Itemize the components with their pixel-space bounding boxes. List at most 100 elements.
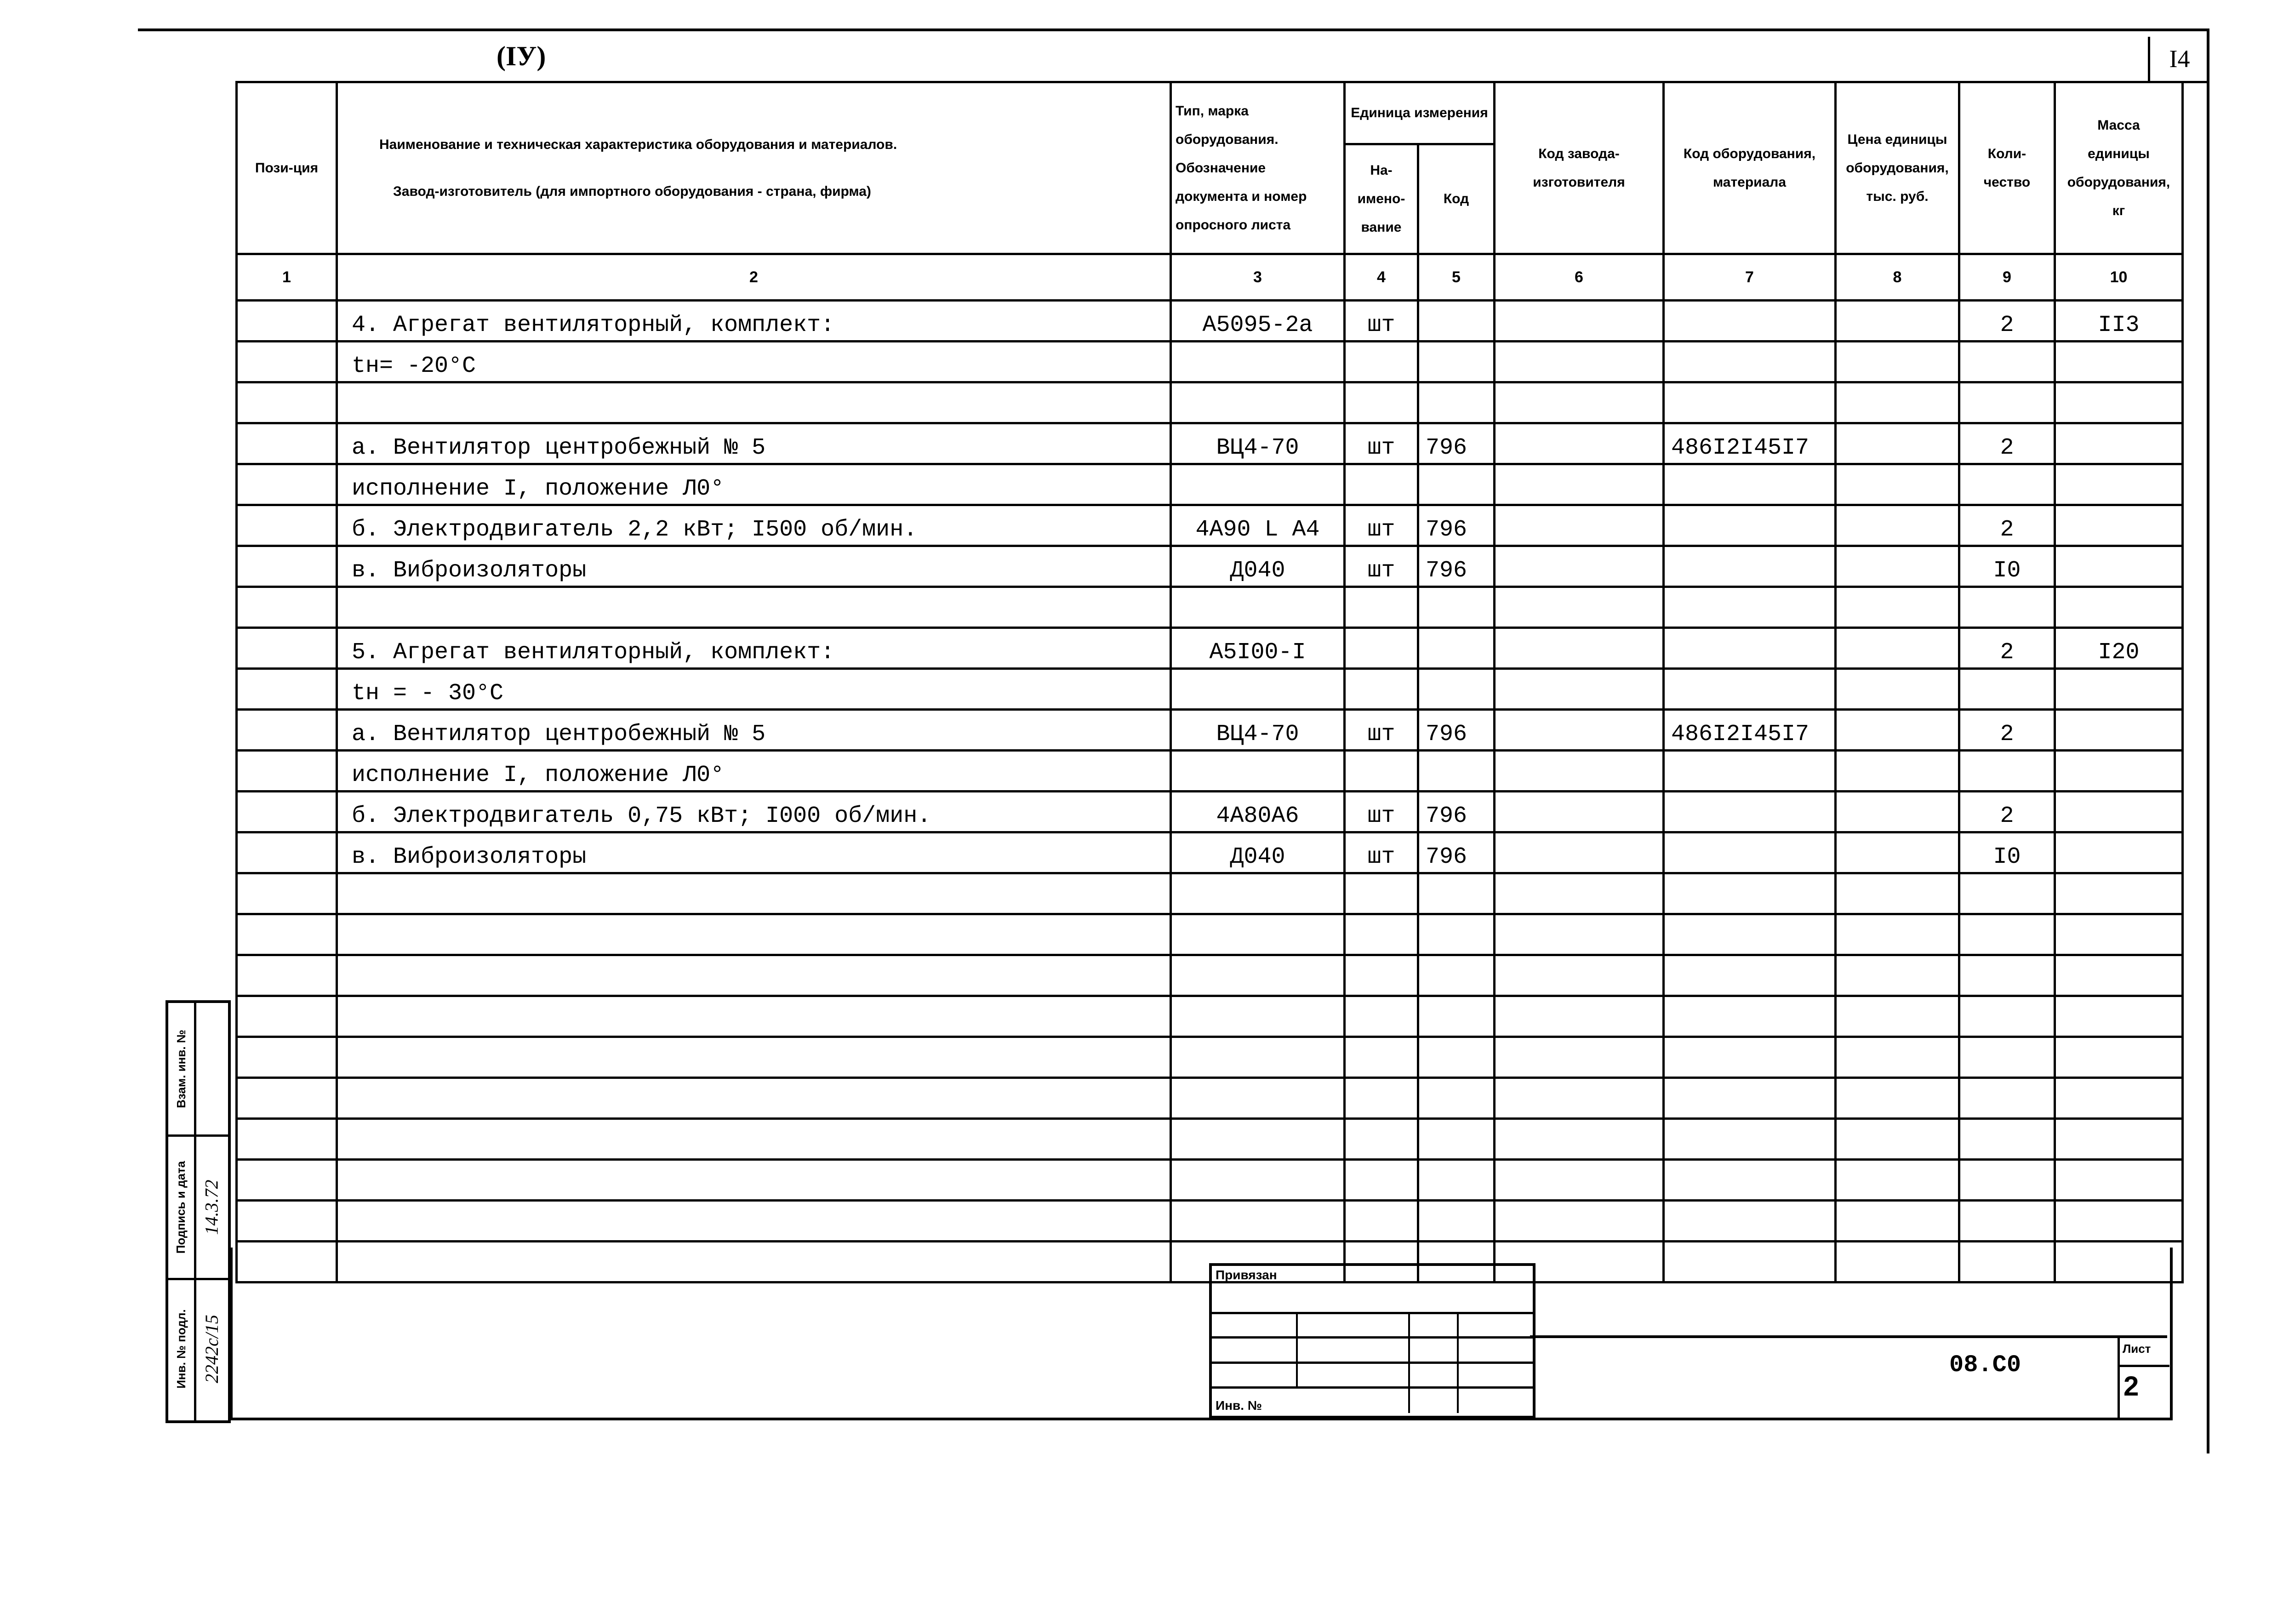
unit-code-cell: 796 — [1417, 790, 1496, 833]
table-row: исполнение I, положение Л0° — [235, 749, 2184, 792]
unit-name-cell: шт — [1343, 708, 1419, 752]
unit-code-cell — [1417, 586, 1496, 629]
table-row — [235, 1158, 2184, 1202]
price-cell — [1834, 1117, 1960, 1161]
name-cell — [336, 1240, 1172, 1283]
footer-area — [230, 1248, 2173, 1420]
mass-cell — [2054, 749, 2184, 792]
equipment-code-cell — [1662, 1158, 1837, 1202]
column-number: 6 — [1493, 253, 1665, 302]
plant-code-cell — [1493, 790, 1665, 833]
unit-code-cell — [1417, 299, 1496, 342]
table-row — [235, 1240, 2184, 1283]
table-row — [235, 586, 2184, 629]
unit-name-cell — [1343, 463, 1419, 506]
position-cell — [235, 831, 338, 874]
unit-name-cell — [1343, 749, 1419, 792]
mass-cell — [2054, 1036, 2184, 1079]
table-row: в. Виброизоляторы Д040 шт 796 I0 — [235, 545, 2184, 588]
position-cell — [235, 627, 338, 670]
header-price: Цена единицы оборудования, тыс. руб. — [1834, 81, 1960, 255]
sheet-value: 2 — [2123, 1371, 2139, 1402]
unit-code-cell — [1417, 913, 1496, 956]
mass-cell — [2054, 1117, 2184, 1161]
quantity-cell — [1958, 340, 2056, 383]
header-type: Тип, марка оборудования. Обозначение док… — [1170, 81, 1346, 255]
section-mark: (IУ) — [497, 41, 546, 71]
type-cell: ВЦ4-70 — [1170, 422, 1346, 465]
name-cell — [336, 381, 1172, 424]
position-cell — [235, 504, 338, 547]
mass-cell: II3 — [2054, 299, 2184, 342]
price-cell — [1834, 381, 1960, 424]
table-row: исполнение I, положение Л0° — [235, 463, 2184, 506]
name-cell: в. Виброизоляторы — [336, 545, 1172, 588]
plant-code-cell — [1493, 545, 1665, 588]
equipment-code-cell — [1662, 299, 1837, 342]
unit-name-cell — [1343, 1240, 1419, 1283]
sheet-label: Лист — [2123, 1342, 2151, 1356]
header-name: Наименование и техническая характеристик… — [336, 81, 1172, 255]
sheet-box: Лист 2 — [2118, 1338, 2169, 1418]
sheet-number: I4 — [2148, 37, 2209, 83]
unit-name-cell — [1343, 667, 1419, 711]
table-row — [235, 381, 2184, 424]
position-cell — [235, 749, 338, 792]
price-cell — [1834, 831, 1960, 874]
price-cell — [1834, 1077, 1960, 1120]
equipment-code-cell — [1662, 1036, 1837, 1079]
table-row — [235, 1199, 2184, 1242]
price-cell — [1834, 995, 1960, 1038]
mass-cell — [2054, 708, 2184, 752]
equipment-code-cell — [1662, 872, 1837, 915]
type-cell: 4А80А6 — [1170, 790, 1346, 833]
column-number: 8 — [1834, 253, 1960, 302]
plant-code-cell — [1493, 1077, 1665, 1120]
unit-code-cell — [1417, 1117, 1496, 1161]
unit-name-cell — [1343, 995, 1419, 1038]
unit-name-cell — [1343, 872, 1419, 915]
frame-top-border — [138, 28, 2209, 31]
price-cell — [1834, 627, 1960, 670]
column-number: 9 — [1958, 253, 2056, 302]
mass-cell — [2054, 381, 2184, 424]
quantity-cell — [1958, 1077, 2056, 1120]
name-cell — [336, 1077, 1172, 1120]
plant-code-cell — [1493, 381, 1665, 424]
position-cell — [235, 422, 338, 465]
table-row: а. Вентилятор центробежный № 5 ВЦ4-70 шт 79… — [235, 708, 2184, 752]
unit-name-cell: шт — [1343, 831, 1419, 874]
quantity-cell — [1958, 913, 2056, 956]
plant-code-cell — [1493, 831, 1665, 874]
name-cell — [336, 913, 1172, 956]
plant-code-cell — [1493, 872, 1665, 915]
plant-code-cell — [1493, 708, 1665, 752]
name-cell: исполнение I, положение Л0° — [336, 463, 1172, 506]
unit-name-cell — [1343, 1117, 1419, 1161]
column-number: 10 — [2054, 253, 2184, 302]
quantity-cell: 2 — [1958, 627, 2056, 670]
price-cell — [1834, 1158, 1960, 1202]
plant-code-cell — [1493, 749, 1665, 792]
signature-date-value: 14.3.72 — [201, 1180, 222, 1235]
position-cell — [235, 1036, 338, 1079]
table-row: 5. Агрегат вентиляторный, комплект: А5I00… — [235, 627, 2184, 670]
plant-code-cell — [1493, 1158, 1665, 1202]
price-cell — [1834, 708, 1960, 752]
type-cell: 4А90 L А4 — [1170, 504, 1346, 547]
name-cell: 5. Агрегат вентиляторный, комплект: — [336, 627, 1172, 670]
header-unit-code: Код — [1417, 143, 1496, 255]
quantity-cell — [1958, 586, 2056, 629]
price-cell — [1834, 954, 1960, 997]
plant-code-cell — [1493, 995, 1665, 1038]
column-number: 2 — [336, 253, 1172, 302]
position-cell — [235, 1158, 338, 1202]
type-cell — [1170, 913, 1346, 956]
unit-code-cell: 796 — [1417, 422, 1496, 465]
price-cell — [1834, 872, 1960, 915]
name-cell — [336, 872, 1172, 915]
quantity-cell: 2 — [1958, 504, 2056, 547]
plant-code-cell — [1493, 422, 1665, 465]
name-cell — [336, 995, 1172, 1038]
mass-cell — [2054, 1077, 2184, 1120]
